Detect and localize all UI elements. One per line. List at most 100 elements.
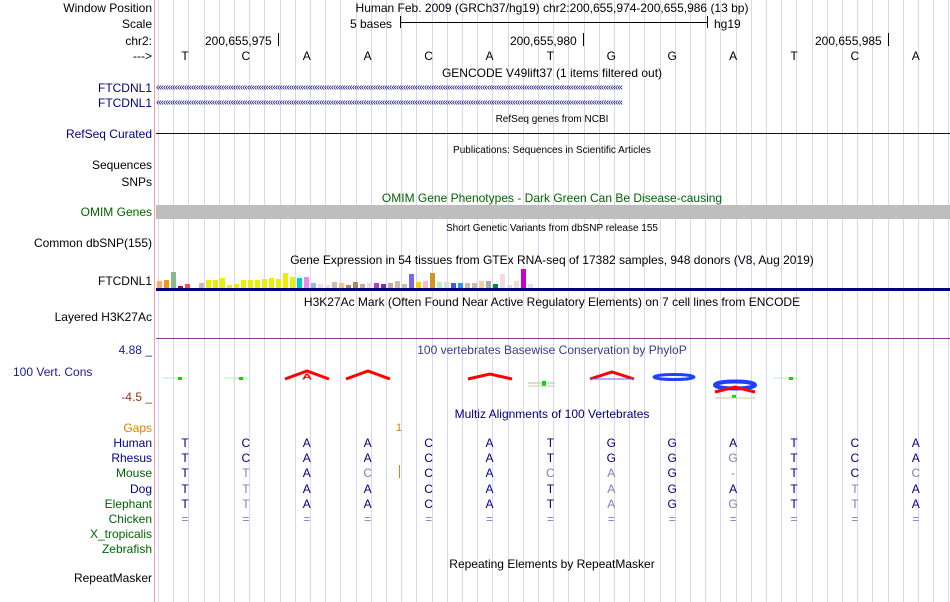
gtex-tissue-bar[interactable]	[241, 279, 246, 289]
refseq-label[interactable]: RefSeq Curated	[65, 127, 152, 141]
aligned-base: G	[667, 451, 677, 466]
species-label-chicken[interactable]: Chicken	[108, 512, 152, 526]
gtex-tissue-bar[interactable]	[178, 286, 183, 289]
gtex-tissue-bar[interactable]	[311, 282, 316, 289]
grid-line	[720, 0, 722, 602]
gtex-tissue-bar[interactable]	[199, 282, 204, 289]
aligned-base: T	[242, 466, 250, 481]
gtex-tissue-bar[interactable]	[395, 280, 400, 289]
gtex-bar-chart[interactable]	[156, 267, 950, 289]
gtex-tissue-bar[interactable]	[339, 282, 344, 289]
aligned-base: C	[911, 466, 921, 481]
omim-feature[interactable]	[156, 205, 950, 219]
gtex-tissue-bar[interactable]	[171, 271, 176, 289]
species-label-rhesus[interactable]: Rhesus	[111, 451, 152, 466]
gtex-tissue-bar[interactable]	[213, 279, 218, 289]
aligned-base: A	[485, 496, 494, 511]
gtex-tissue-bar[interactable]	[367, 282, 372, 289]
gtex-tissue-bar[interactable]	[444, 281, 449, 289]
gene-strand-arrows-2[interactable]: ‹‹‹‹‹‹‹‹‹‹‹‹‹‹‹‹‹‹‹‹‹‹‹‹‹‹‹‹‹‹‹‹‹‹‹‹‹‹‹‹…	[156, 98, 623, 108]
repeatmasker-label[interactable]: RepeatMasker	[73, 571, 152, 585]
grid-line	[948, 0, 950, 602]
aligned-base: A	[911, 496, 920, 511]
gtex-tissue-bar[interactable]	[472, 282, 477, 289]
gtex-tissue-bar[interactable]	[479, 280, 484, 289]
gtex-tissue-bar[interactable]	[325, 285, 330, 289]
phylop-logo[interactable]: A	[155, 365, 950, 405]
pubs-sequences-label[interactable]: Sequences	[91, 158, 152, 172]
aligned-base: =	[607, 512, 615, 526]
gencode-item-1[interactable]: FTCDNL1	[97, 81, 152, 95]
gtex-tissue-bar[interactable]	[507, 285, 512, 289]
gtex-tissue-bar[interactable]	[500, 274, 505, 289]
h3k27ac-label[interactable]: Layered H3K27Ac	[54, 310, 152, 324]
gtex-label[interactable]: FTCDNL1	[97, 274, 152, 288]
gtex-tissue-bar[interactable]	[451, 282, 456, 289]
gtex-tissue-bar[interactable]	[283, 272, 288, 289]
gtex-tissue-bar[interactable]	[304, 277, 309, 289]
gtex-tissue-bar[interactable]	[416, 281, 421, 289]
grid-line	[644, 0, 646, 602]
reference-base: C	[850, 49, 860, 63]
gtex-tissue-bar[interactable]	[465, 282, 470, 289]
gtex-tissue-bar[interactable]	[290, 277, 295, 289]
gtex-tissue-bar[interactable]	[276, 279, 281, 289]
gtex-tissue-bar[interactable]	[353, 281, 358, 289]
gtex-tissue-bar[interactable]	[332, 281, 337, 289]
gene-strand-arrows-1[interactable]: ‹‹‹‹‹‹‹‹‹‹‹‹‹‹‹‹‹‹‹‹‹‹‹‹‹‹‹‹‹‹‹‹‹‹‹‹‹‹‹‹…	[156, 83, 623, 93]
gtex-tissue-bar[interactable]	[493, 284, 498, 289]
gtex-tissue-bar[interactable]	[528, 284, 533, 289]
gtex-tissue-bar[interactable]	[374, 282, 379, 289]
gaps-label[interactable]: Gaps	[123, 421, 152, 435]
gtex-tissue-bar[interactable]	[486, 280, 491, 289]
pubs-snps-label[interactable]: SNPs	[121, 175, 152, 189]
pubs-title: Publications: Sequences in Scientific Ar…	[453, 145, 651, 156]
gtex-tissue-bar[interactable]	[297, 278, 302, 289]
dbsnp-label[interactable]: Common dbSNP(155)	[33, 236, 152, 250]
omim-label[interactable]: OMIM Genes	[80, 205, 152, 219]
gtex-tissue-bar[interactable]	[164, 279, 169, 289]
gtex-tissue-bar[interactable]	[381, 283, 386, 289]
species-label-x_tropicalis[interactable]: X_tropicalis	[89, 527, 152, 542]
aligned-base: A	[302, 496, 311, 511]
gtex-tissue-bar[interactable]	[269, 278, 274, 289]
gtex-tissue-bar[interactable]	[185, 284, 190, 289]
gtex-tissue-bar[interactable]	[402, 284, 407, 289]
gtex-tissue-bar[interactable]	[220, 278, 225, 289]
phylop-label[interactable]: 100 Vert. Cons	[13, 365, 93, 379]
species-label-dog[interactable]: Dog	[129, 481, 152, 496]
gtex-tissue-bar[interactable]	[234, 284, 239, 289]
gtex-tissue-bar[interactable]	[262, 279, 267, 289]
gtex-tissue-bar[interactable]	[248, 279, 253, 289]
refseq-gene-line[interactable]	[156, 133, 950, 134]
tick	[583, 33, 584, 46]
grid-line	[811, 0, 813, 602]
species-label-human[interactable]: Human	[113, 436, 152, 450]
gtex-tissue-bar[interactable]	[255, 279, 260, 289]
gtex-tissue-bar[interactable]	[521, 269, 526, 289]
gtex-tissue-bar[interactable]	[409, 274, 414, 289]
gtex-tissue-bar[interactable]	[157, 280, 162, 289]
reference-base: A	[302, 49, 311, 63]
gtex-tissue-bar[interactable]	[227, 285, 232, 289]
assembly: hg19	[714, 17, 741, 31]
gtex-tissue-bar[interactable]	[346, 285, 351, 289]
gencode-item-2[interactable]: FTCDNL1	[97, 96, 152, 110]
species-label-mouse[interactable]: Mouse	[115, 466, 152, 481]
species-label-elephant[interactable]: Elephant	[104, 496, 152, 511]
aligned-base: A	[363, 481, 372, 496]
gtex-tissue-bar[interactable]	[206, 279, 211, 289]
gtex-tissue-bar[interactable]	[437, 281, 442, 289]
grid-line	[310, 0, 311, 602]
aligned-base: =	[668, 512, 676, 526]
gtex-tissue-bar[interactable]	[514, 280, 519, 289]
gtex-tissue-bar[interactable]	[388, 282, 393, 289]
coord-3: 200,655,985	[815, 34, 882, 48]
gtex-tissue-bar[interactable]	[430, 272, 435, 289]
gtex-tissue-bar[interactable]	[318, 284, 323, 289]
gtex-tissue-bar[interactable]	[423, 280, 428, 289]
gtex-tissue-bar[interactable]	[360, 283, 365, 289]
species-label-zebrafish[interactable]: Zebrafish	[101, 542, 152, 557]
gtex-tissue-bar[interactable]	[458, 282, 463, 289]
